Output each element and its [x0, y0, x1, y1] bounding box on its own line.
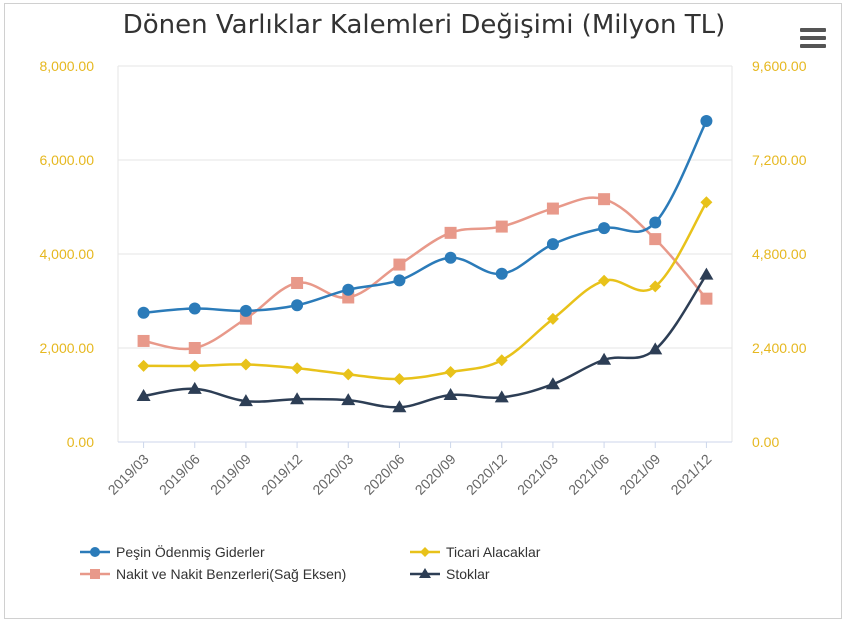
y-left-tick-label: 2,000.00 — [40, 340, 95, 356]
y-right-tick-label: 4,800.00 — [752, 246, 807, 262]
y-right-tick-label: 7,200.00 — [752, 152, 807, 168]
data-point-nakit-ve-nakit-benzerleri-sa-eksen — [137, 334, 150, 347]
data-point-pe-in-denmi-giderler — [495, 267, 508, 280]
data-point-ticari-alacaklar — [546, 312, 559, 325]
data-point-stoklar — [494, 390, 509, 403]
data-point-pe-in-denmi-giderler — [546, 238, 559, 251]
data-point-pe-in-denmi-giderler — [188, 302, 201, 315]
y-right-tick-label: 0.00 — [752, 434, 779, 450]
data-point-stoklar — [392, 400, 407, 413]
data-point-nakit-ve-nakit-benzerleri-sa-eksen — [546, 202, 559, 215]
data-point-pe-in-denmi-giderler — [342, 283, 355, 296]
x-tick-label: 2020/09 — [412, 451, 459, 498]
data-point-ticari-alacaklar — [137, 359, 150, 372]
data-point-stoklar — [597, 352, 612, 365]
data-point-pe-in-denmi-giderler — [291, 299, 304, 312]
data-point-stoklar — [699, 267, 714, 280]
data-point-nakit-ve-nakit-benzerleri-sa-eksen — [700, 292, 713, 305]
x-tick-label: 2021/12 — [667, 451, 714, 498]
legend-label: Nakit ve Nakit Benzerleri(Sağ Eksen) — [116, 566, 347, 582]
data-point-pe-in-denmi-giderler — [700, 114, 713, 127]
data-point-ticari-alacaklar — [239, 358, 252, 371]
legend-item-ticari-alacaklar[interactable]: Ticari Alacaklar — [410, 544, 540, 560]
data-point-ticari-alacaklar — [495, 354, 508, 367]
data-point-ticari-alacaklar — [393, 373, 406, 386]
hamburger-menu-icon[interactable] — [800, 28, 826, 50]
legend-label: Stoklar — [446, 566, 490, 582]
data-point-pe-in-denmi-giderler — [649, 216, 662, 229]
legend-symbol-circle-icon — [80, 547, 110, 557]
series-line-stoklar — [143, 273, 708, 409]
data-point-nakit-ve-nakit-benzerleri-sa-eksen — [393, 258, 406, 271]
legend-item-stoklar[interactable]: Stoklar — [410, 566, 490, 582]
data-point-stoklar — [187, 381, 202, 394]
data-point-stoklar — [341, 393, 356, 406]
y-right-tick-label: 9,600.00 — [752, 58, 807, 74]
y-left-tick-label: 8,000.00 — [40, 58, 95, 74]
legend-item-pe-in-denmi-giderler[interactable]: Peşin Ödenmiş Giderler — [80, 544, 265, 560]
series-line-nakit-ve-nakit-benzerleri-sa-eksen — [143, 196, 708, 351]
data-point-ticari-alacaklar — [649, 280, 662, 293]
data-point-pe-in-denmi-giderler — [444, 251, 457, 264]
x-tick-label: 2019/12 — [258, 451, 305, 498]
data-point-pe-in-denmi-giderler — [393, 274, 406, 287]
chart-title: Dönen Varlıklar Kalemleri Değişimi (Mily… — [122, 10, 726, 40]
y-left-tick-label: 6,000.00 — [40, 152, 95, 168]
data-point-stoklar — [545, 377, 560, 390]
data-point-pe-in-denmi-giderler — [598, 222, 611, 235]
data-point-pe-in-denmi-giderler — [239, 304, 252, 317]
data-point-ticari-alacaklar — [444, 365, 457, 378]
legend-item-nakit-ve-nakit-benzerleri-sa-eksen[interactable]: Nakit ve Nakit Benzerleri(Sağ Eksen) — [80, 566, 346, 582]
data-point-stoklar — [238, 394, 253, 407]
data-point-ticari-alacaklar — [342, 368, 355, 381]
data-point-nakit-ve-nakit-benzerleri-sa-eksen — [495, 220, 508, 233]
x-tick-label: 2020/12 — [463, 451, 510, 498]
legend-label: Peşin Ödenmiş Giderler — [116, 544, 265, 560]
x-tick-label: 2020/03 — [309, 451, 356, 498]
x-tick-label: 2021/09 — [616, 451, 663, 498]
data-point-nakit-ve-nakit-benzerleri-sa-eksen — [188, 342, 201, 354]
y-left-tick-label: 4,000.00 — [40, 246, 95, 262]
data-point-pe-in-denmi-giderler — [137, 306, 150, 319]
data-point-ticari-alacaklar — [188, 359, 201, 372]
data-point-nakit-ve-nakit-benzerleri-sa-eksen — [649, 233, 662, 246]
legend-label: Ticari Alacaklar — [446, 544, 541, 560]
x-tick-label: 2019/06 — [156, 451, 203, 498]
x-tick-label: 2020/06 — [360, 451, 407, 498]
data-point-ticari-alacaklar — [291, 362, 304, 375]
x-tick-label: 2021/03 — [514, 451, 561, 498]
data-point-stoklar — [648, 342, 663, 355]
x-tick-label: 2019/03 — [105, 451, 152, 498]
legend-symbol-diamond-icon — [410, 547, 440, 557]
legend-symbol-triangle-icon — [410, 568, 440, 578]
data-point-stoklar — [443, 388, 458, 400]
data-point-ticari-alacaklar — [700, 196, 713, 209]
x-tick-label: 2019/09 — [207, 451, 254, 498]
legend-symbol-square-icon — [80, 569, 110, 579]
data-point-stoklar — [290, 392, 305, 405]
y-left-tick-label: 0.00 — [67, 434, 94, 450]
data-point-nakit-ve-nakit-benzerleri-sa-eksen — [291, 276, 304, 289]
data-point-nakit-ve-nakit-benzerleri-sa-eksen — [598, 193, 611, 206]
x-tick-label: 2021/06 — [565, 451, 612, 498]
data-point-stoklar — [136, 388, 151, 401]
y-right-tick-label: 2,400.00 — [752, 340, 807, 356]
data-point-ticari-alacaklar — [598, 274, 611, 287]
data-point-nakit-ve-nakit-benzerleri-sa-eksen — [444, 226, 457, 239]
